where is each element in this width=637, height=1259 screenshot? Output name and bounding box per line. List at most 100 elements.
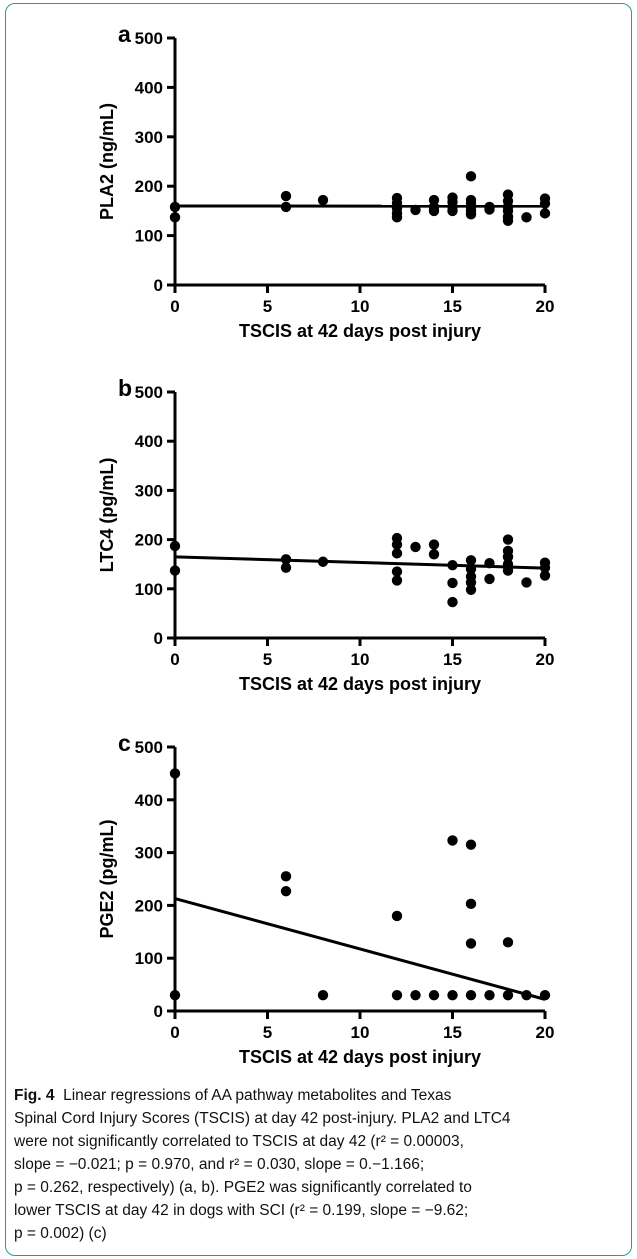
panel-c-point-9 (447, 835, 458, 846)
panel-b-letter: b (118, 375, 132, 401)
panel-c-y-axis-label: PGE2 (pg/mL) (97, 819, 117, 938)
panel-b-point-10 (410, 541, 421, 553)
panel-c-x-tick-label-15: 15 (443, 1023, 462, 1042)
panel-a-point-13 (428, 205, 440, 217)
panel-b-point-28 (521, 577, 532, 588)
panel-a-x-axis-label: TSCIS at 42 days post injury (239, 321, 481, 341)
panel-a-point-32 (521, 212, 532, 223)
panel-b-point-11 (428, 539, 440, 550)
panel-a-x-tick-label-10: 10 (351, 297, 370, 316)
panel-c-y-tick-label-300: 300 (135, 844, 163, 863)
panel-c-x-tick-label-0: 0 (170, 1023, 179, 1042)
panel-b-point-19 (465, 577, 477, 588)
panel-c-point-3 (280, 885, 292, 897)
panel-b-point-1 (169, 565, 181, 576)
caption-line-1: Fig. 4 Linear regressions of AA pathway … (14, 1087, 452, 1104)
panel-c-point-4 (317, 989, 329, 1001)
panel-b-x-tick-label-20: 20 (536, 650, 555, 669)
panel-b-y-tick-label-0: 0 (154, 629, 163, 648)
panel-b-x-axis-label: TSCIS at 42 days post injury (239, 674, 481, 694)
panel-c-point-11 (465, 839, 477, 850)
caption-line-5: p = 0.262, respectively) (a, b). PGE2 wa… (14, 1179, 472, 1196)
panel-c-y-tick-label-100: 100 (135, 949, 163, 968)
panel-b-x-tick-label-15: 15 (443, 650, 462, 669)
panel-a-point-1 (169, 212, 181, 223)
panel-c-y-tick-label-0: 0 (154, 1002, 163, 1021)
panel-b-point-16 (465, 555, 477, 566)
panel-b-x-tick-label-0: 0 (170, 650, 179, 669)
panel-b-x-tick-label-5: 5 (263, 650, 272, 669)
panel-b-point-15 (447, 596, 458, 608)
panel-a-point-0 (169, 201, 181, 213)
panel-a-point-18 (465, 171, 477, 182)
panel-a-y-tick-label-0: 0 (154, 276, 163, 295)
panel-a-letter: a (118, 21, 131, 47)
figure-caption: Fig. 4 Linear regressions of AA pathway … (14, 1084, 626, 1245)
panel-b-regression-line (174, 555, 546, 570)
panel-c-x-axis-label: TSCIS at 42 days post injury (239, 1047, 481, 1067)
panel-c-y-tick-label-500: 500 (135, 738, 163, 757)
panel-b-point-30 (539, 562, 551, 573)
caption-line-4: slope = −0.021; p = 0.970, and r² = 0.03… (14, 1156, 425, 1173)
panel-b-y-tick-label-400: 400 (135, 432, 163, 451)
panel-c-point-13 (465, 938, 477, 949)
panel-a-y-axis-label: PLA2 (ng/mL) (97, 103, 117, 220)
panel-a-point-31 (502, 215, 514, 226)
panel-b-point-2 (280, 554, 292, 565)
panel-c-point-15 (484, 989, 495, 1001)
panel-c-x-tick-label-5: 5 (263, 1023, 272, 1042)
panel-c-point-0 (169, 768, 181, 779)
panel-b-y-tick-label-300: 300 (135, 481, 163, 500)
panel-b-point-3 (280, 562, 292, 573)
panel-a-x-tick-label-0: 0 (170, 297, 179, 316)
panel-b-point-9 (391, 575, 403, 586)
panel-b-point-25 (502, 551, 514, 563)
panel-c-point-19 (539, 989, 551, 1001)
panel-a-y-tick-label-500: 500 (135, 29, 163, 48)
panel-a-point-23 (465, 209, 477, 220)
panel-a-point-17 (447, 205, 458, 217)
panel-b-point-4 (317, 556, 329, 567)
panel-a-y-tick-label-300: 300 (135, 128, 163, 147)
panel-b-point-22 (484, 573, 495, 585)
caption-line-2: Spinal Cord Injury Scores (TSCIS) at day… (14, 1110, 511, 1127)
panel-a-x-tick-label-5: 5 (263, 297, 272, 316)
panel-c-point-1 (169, 989, 181, 1001)
panel-c-x-tick-label-10: 10 (351, 1023, 370, 1042)
caption-line-3: were not significantly correlated to TSC… (14, 1133, 464, 1150)
panel-a-point-25 (484, 204, 495, 215)
panel-b-point-12 (428, 549, 440, 560)
panel-b-point-6 (391, 539, 403, 550)
panel-b-y-tick-label-200: 200 (135, 531, 163, 550)
panel-c-y-tick-label-200: 200 (135, 896, 163, 915)
panel-b-x-tick-label-10: 10 (351, 650, 370, 669)
panel-c-letter: c (118, 730, 131, 756)
panel-c-point-17 (502, 989, 514, 1001)
caption-fig-label: Fig. 4 (14, 1087, 55, 1104)
panel-b-point-23 (502, 534, 514, 545)
caption-line-7: p = 0.002) (c) (14, 1225, 107, 1242)
panel-b-y-axis-label: LTC4 (pg/mL) (97, 458, 117, 573)
panel-c-x-tick-label-20: 20 (536, 1023, 555, 1042)
panel-c-point-7 (410, 989, 421, 1001)
panel-c-point-14 (465, 989, 477, 1001)
panel-c-point-5 (391, 910, 403, 922)
panel-c-y-tick-label-400: 400 (135, 791, 163, 810)
panel-a-x-tick-label-15: 15 (443, 297, 462, 316)
panel-a-point-9 (391, 212, 403, 223)
panel-b-point-17 (465, 563, 477, 575)
panel-a-y-tick-label-100: 100 (135, 227, 163, 246)
panel-a-y-tick-label-200: 200 (135, 177, 163, 196)
panel-c-point-2 (280, 871, 292, 882)
panel-b-point-21 (484, 558, 495, 569)
caption-line-6: lower TSCIS at day 42 in dogs with SCI (… (14, 1202, 469, 1219)
panel-a-y-tick-label-400: 400 (135, 78, 163, 97)
panel-c-point-18 (521, 989, 532, 1001)
panel-b-point-27 (502, 565, 514, 576)
panel-c-point-10 (447, 989, 458, 1001)
panel-a-point-3 (280, 201, 292, 213)
panel-b-point-0 (169, 540, 181, 552)
panel-a-x-tick-label-20: 20 (536, 297, 555, 316)
panel-b-point-20 (465, 584, 477, 595)
